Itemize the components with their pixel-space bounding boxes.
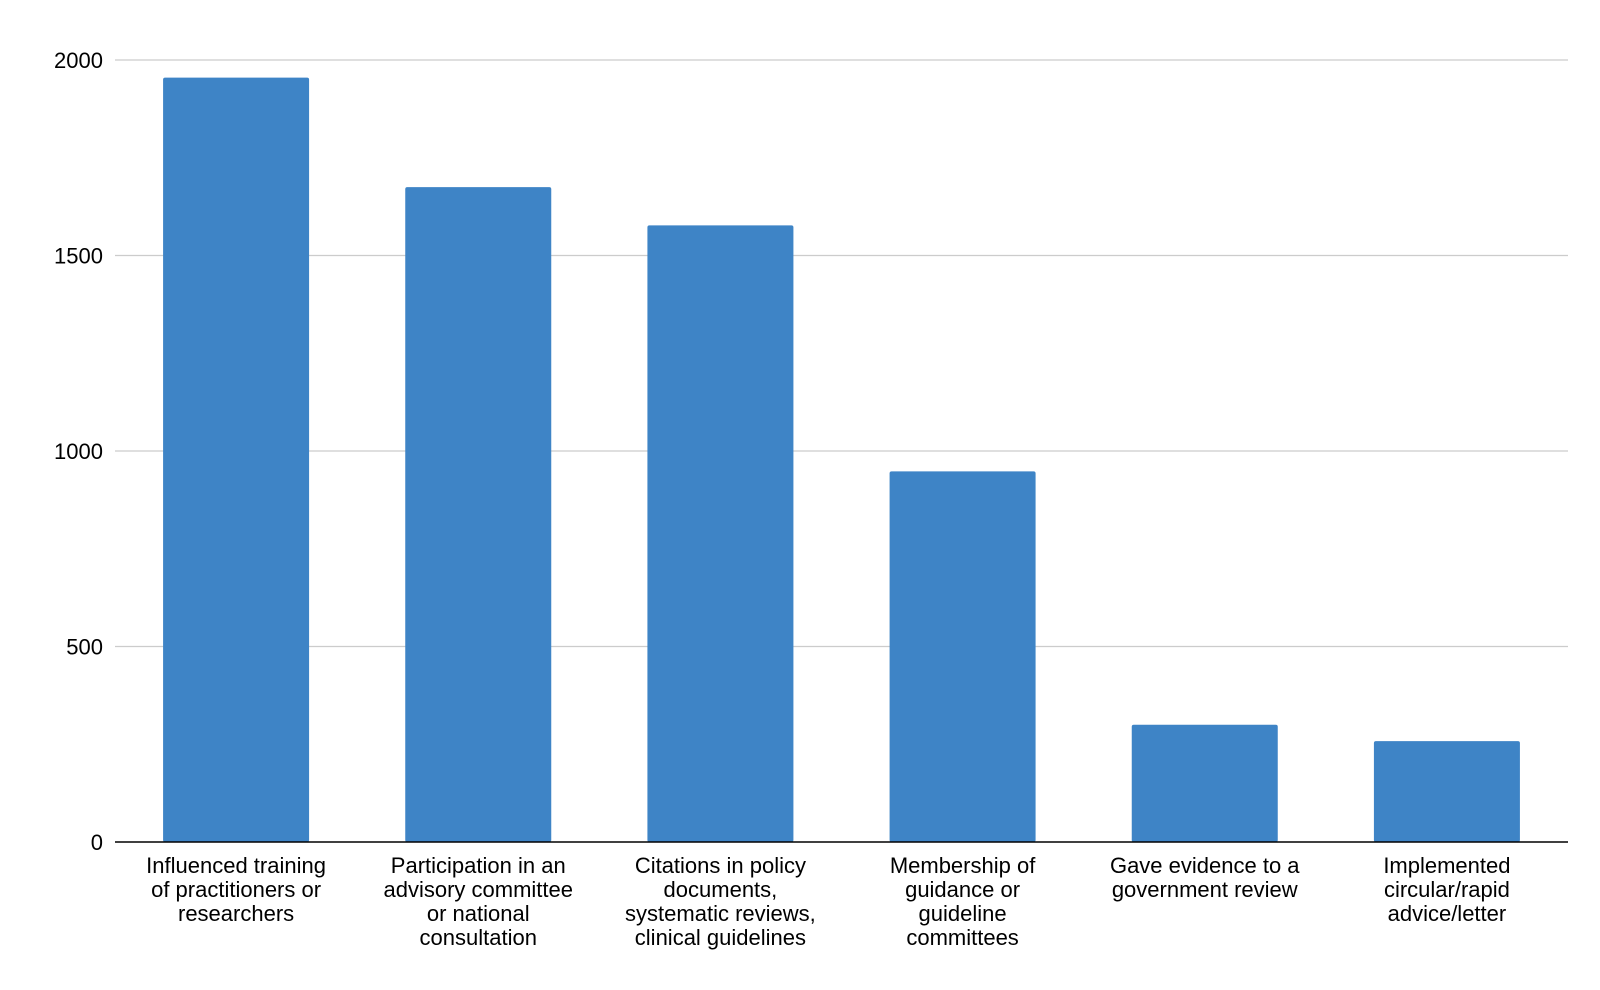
x-category-label-0: Influenced training of practitioners or re… (146, 853, 326, 926)
y-tick-label-1500: 1500 (54, 244, 103, 269)
bar-3 (889, 471, 1036, 842)
x-category-label-1: Participation in an advisory committee or … (383, 853, 573, 950)
x-category-labels: Influenced training of practitioners or re… (146, 853, 1510, 950)
x-category-label-5: Implemented circular/rapid advice/letter (1383, 853, 1510, 926)
x-category-label-3: Membership of guidance or guideline committ… (890, 853, 1036, 950)
y-tick-labels: 0 500 1000 1500 2000 (54, 48, 103, 855)
bar-5 (1373, 741, 1520, 842)
bars (163, 77, 1520, 843)
bar-1 (405, 187, 552, 842)
x-category-label-4: Gave evidence to a government review (1110, 853, 1300, 902)
gridlines (115, 59, 1568, 648)
x-category-label-2: Citations in policy documents, systematic … (625, 853, 816, 950)
y-tick-label-500: 500 (66, 635, 103, 660)
y-tick-label-0: 0 (91, 830, 103, 855)
bar-2 (647, 225, 794, 842)
bar-4 (1131, 724, 1278, 842)
y-tick-label-1000: 1000 (54, 439, 103, 464)
bar-0 (163, 77, 310, 843)
y-tick-label-2000: 2000 (54, 48, 103, 73)
